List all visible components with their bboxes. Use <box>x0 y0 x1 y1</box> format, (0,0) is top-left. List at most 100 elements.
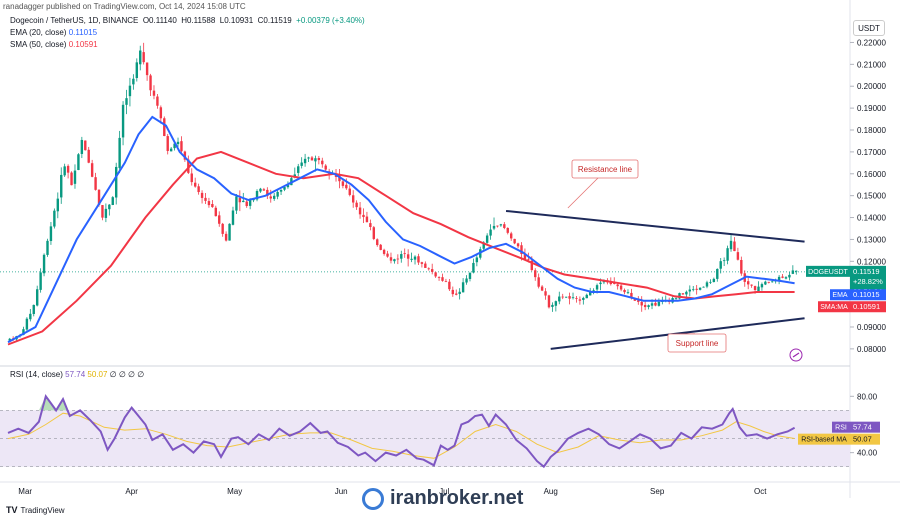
candle-body <box>252 199 255 201</box>
candle-body <box>238 197 242 203</box>
candle-body <box>372 227 376 239</box>
candle-body <box>647 305 650 308</box>
candle-body <box>108 204 111 210</box>
candle-body <box>231 210 235 225</box>
candle-body <box>139 50 142 65</box>
candle-body <box>523 253 527 260</box>
support-trendline <box>550 317 805 350</box>
candle-body <box>688 289 692 292</box>
price-tick-label: 0.17000 <box>857 148 886 157</box>
support-callout-label: Support line <box>676 339 719 348</box>
candle-body <box>60 174 63 198</box>
candle-body <box>183 151 187 160</box>
resistance-trendline <box>505 209 805 243</box>
candle-body <box>657 301 661 306</box>
candle-body <box>465 278 468 283</box>
rsi-tick-label: 40.00 <box>857 449 878 458</box>
resistance-callout-label: Resistance line <box>578 165 633 174</box>
author-line: ranadagger published on TradingView.com,… <box>3 2 246 11</box>
candle-body <box>348 188 351 195</box>
candle-body <box>692 289 695 291</box>
rsi-value-bg <box>850 421 880 433</box>
candle-body <box>70 172 73 186</box>
candle-body <box>781 276 784 278</box>
candle-body <box>245 201 248 207</box>
rsi-legend-extra: ∅ ∅ ∅ ∅ <box>109 370 145 379</box>
time-axis-label: Apr <box>125 487 138 496</box>
candle-body <box>619 285 623 290</box>
rsi-legend-value: 57.74 <box>65 370 86 379</box>
candle-body <box>211 204 214 208</box>
candle-body <box>317 157 321 161</box>
candle-body <box>434 272 437 277</box>
candle-body <box>235 196 238 211</box>
candle-body <box>355 202 358 208</box>
candle-body <box>221 223 224 234</box>
candle-body <box>314 158 317 162</box>
candle-body <box>681 293 685 295</box>
candle-body <box>771 281 774 283</box>
rsi-legend[interactable]: RSI (14, close) 57.74 50.07 ∅ ∅ ∅ ∅ <box>10 370 144 379</box>
candle-body <box>417 256 420 263</box>
candle-body <box>575 297 578 299</box>
moving-averages <box>7 115 795 346</box>
candle-body <box>22 329 25 335</box>
replay-icon-glyph <box>792 352 800 358</box>
symbol-title[interactable]: Dogecoin / TetherUS, 1D, BINANCE <box>10 16 139 25</box>
candle-body <box>49 226 53 242</box>
candle-body <box>269 196 272 199</box>
candle-body <box>506 227 509 233</box>
candle-body <box>262 189 266 191</box>
tv-logo-text: TradingView <box>20 505 65 515</box>
candle-body <box>365 216 369 223</box>
candle-body <box>588 291 592 296</box>
tv-logo-icon: TV <box>6 505 18 515</box>
candle-body <box>558 296 561 302</box>
candle-body <box>554 301 558 306</box>
candle-body <box>142 52 145 63</box>
time-axis-label: Oct <box>754 487 767 496</box>
candle-body <box>592 290 595 292</box>
candle-body <box>396 258 400 260</box>
candle-body <box>345 184 348 189</box>
candle-body <box>39 272 42 290</box>
price-tick-label: 0.09000 <box>857 323 886 332</box>
candle-body <box>678 293 681 299</box>
candle-body <box>255 191 259 200</box>
sma-legend[interactable]: SMA (50, close) 0.10591 <box>10 40 98 49</box>
candle-body <box>207 201 211 206</box>
tradingview-logo[interactable]: TV TradingView <box>6 505 65 515</box>
sma-badge-value: 0.10591 <box>853 302 880 311</box>
symbol-badge-bg <box>806 265 850 277</box>
candle-body <box>564 296 568 298</box>
candle-body <box>145 62 149 76</box>
candle-body <box>173 143 176 149</box>
candle-body <box>764 281 767 285</box>
currency-button[interactable]: USDT <box>853 20 885 36</box>
ema-legend[interactable]: EMA (20, close) 0.11015 <box>10 28 97 37</box>
candle-body <box>784 277 788 279</box>
candle-body <box>472 262 475 273</box>
ema-value-bg <box>850 289 886 301</box>
candle-body <box>25 318 29 330</box>
candle-body <box>736 252 740 260</box>
candle-body <box>458 291 461 294</box>
rsi-badge-label: RSI <box>835 425 847 432</box>
price-axis: 0.080000.090000.100000.110000.120000.130… <box>850 38 886 354</box>
candle-body <box>650 303 654 306</box>
candle-body <box>204 197 207 201</box>
candle-body <box>310 157 314 161</box>
candle-body <box>503 224 506 228</box>
candle-body <box>795 270 798 272</box>
candle-body <box>482 242 485 249</box>
price-tick-label: 0.22000 <box>857 38 886 47</box>
resistance-callout-box <box>571 159 639 179</box>
candle-body <box>259 188 262 192</box>
candle-body <box>35 289 39 306</box>
price-tick-label: 0.14000 <box>857 214 886 223</box>
candle-body <box>516 243 520 247</box>
candle-body <box>709 281 712 283</box>
candle-body <box>77 154 80 171</box>
candle-body <box>674 298 678 300</box>
